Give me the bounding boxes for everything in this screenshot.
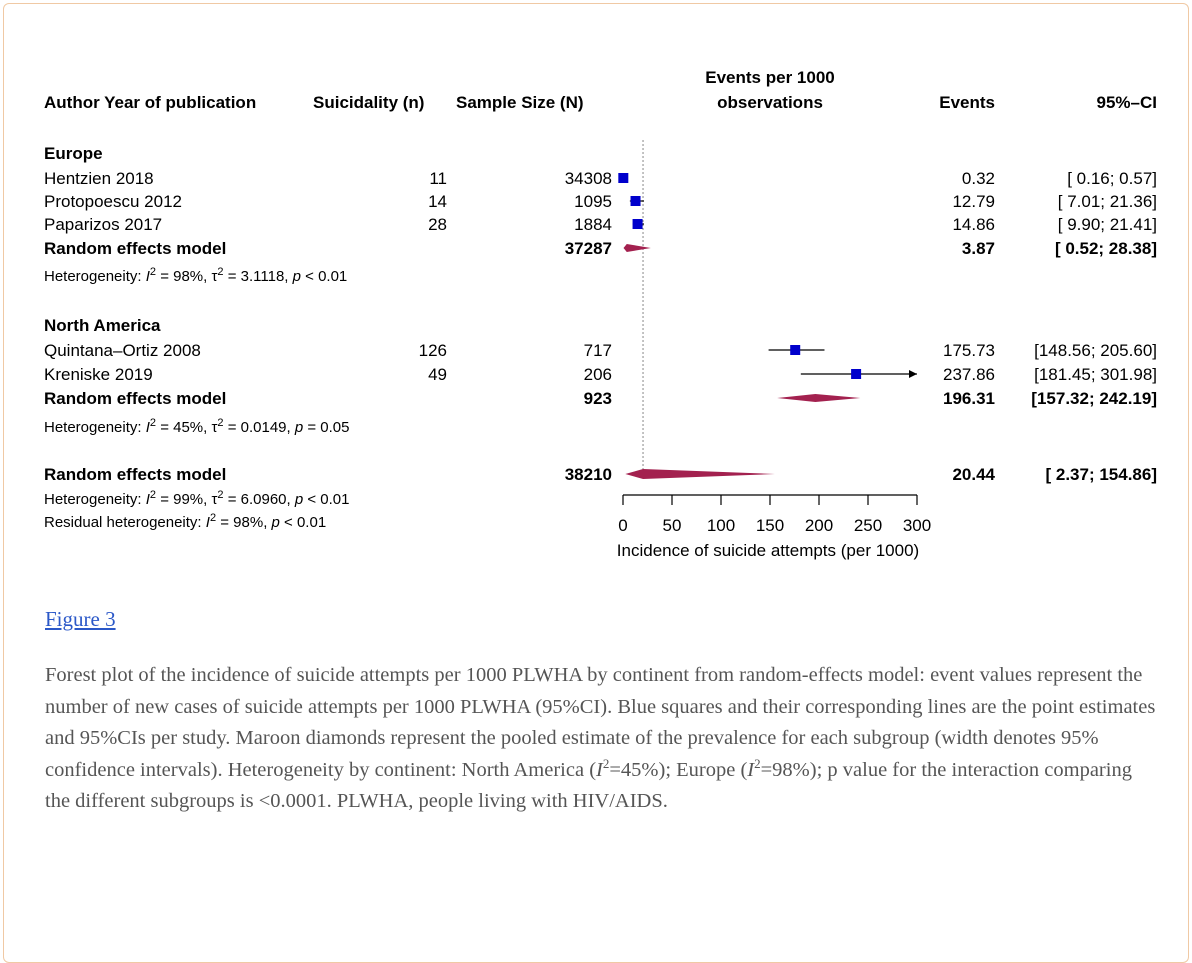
header-suicidality: Suicidality (n) xyxy=(313,93,424,112)
caption-text-2: =45%); Europe ( xyxy=(609,758,748,781)
caption-sup-1: 2 xyxy=(602,755,610,771)
study-square-0-2 xyxy=(632,219,643,229)
overall-label: Random effects model xyxy=(44,465,226,484)
study-author-0-2: Paparizos 2017 xyxy=(44,215,162,234)
caption-text-1: Forest plot of the incidence of suicide … xyxy=(45,664,1156,781)
study-N-1-0: 717 xyxy=(584,341,612,360)
heterogeneity-0: Heterogeneity: I2 = 98%, τ2 = 3.1118, p … xyxy=(44,266,347,285)
study-ci-1-1: [181.45; 301.98] xyxy=(1034,365,1157,384)
group-title-1: North America xyxy=(44,316,161,335)
study-square-1-1 xyxy=(851,369,862,379)
figure-caption: Forest plot of the incidence of suicide … xyxy=(45,660,1160,818)
header-sample-size: Sample Size (N) xyxy=(456,93,584,112)
study-square-1-0 xyxy=(790,345,801,355)
figure-card xyxy=(3,3,1189,963)
study-N-0-2: 1884 xyxy=(574,215,612,234)
overall-diamond xyxy=(625,469,775,479)
caption-i-letter-1: I xyxy=(596,758,603,781)
x-tick-label-2: 100 xyxy=(707,516,735,535)
heterogeneity-1: Heterogeneity: I2 = 45%, τ2 = 0.0149, p … xyxy=(44,417,350,436)
study-author-0-0: Hentzien 2018 xyxy=(44,169,154,188)
caption-text-3: =98%); p value for the interaction compa… xyxy=(45,758,1132,813)
study-square-0-0 xyxy=(618,173,629,183)
study-ci-0-0: [ 0.16; 0.57] xyxy=(1067,169,1157,188)
overall-N: 38210 xyxy=(565,465,612,484)
model-ci-0: [ 0.52; 28.38] xyxy=(1055,239,1157,258)
x-tick-label-4: 200 xyxy=(805,516,833,535)
study-square-0-1 xyxy=(630,196,641,206)
x-tick-label-0: 0 xyxy=(618,516,627,535)
header-ci: 95%–CI xyxy=(1097,93,1157,112)
ci-arrow-1-1 xyxy=(909,370,917,378)
study-author-1-1: Kreniske 2019 xyxy=(44,365,153,384)
overall-events: 20.44 xyxy=(952,465,995,484)
study-ci-0-1: [ 7.01; 21.36] xyxy=(1058,192,1157,211)
study-n-1-1: 49 xyxy=(428,365,447,384)
header-observations: observations xyxy=(717,93,823,112)
residual-heterogeneity: Residual heterogeneity: I2 = 98%, p < 0.… xyxy=(44,512,326,531)
forest-plot: Author Year of publication Suicidality (n… xyxy=(44,68,1157,560)
model-ci-1: [157.32; 242.19] xyxy=(1031,389,1157,408)
model-N-1: 923 xyxy=(584,389,612,408)
study-N-1-1: 206 xyxy=(584,365,612,384)
model-N-0: 37287 xyxy=(565,239,612,258)
study-author-0-1: Protopoescu 2012 xyxy=(44,192,182,211)
model-events-1: 196.31 xyxy=(943,389,995,408)
x-tick-label-3: 150 xyxy=(756,516,784,535)
header-events-per-1000: Events per 1000 xyxy=(705,68,834,87)
study-events-1-0: 175.73 xyxy=(943,341,995,360)
header-author: Author Year of publication xyxy=(44,93,256,112)
study-n-1-0: 126 xyxy=(419,341,447,360)
group-title-0: Europe xyxy=(44,144,103,163)
study-N-0-1: 1095 xyxy=(574,192,612,211)
x-tick-label-5: 250 xyxy=(854,516,882,535)
study-author-1-0: Quintana–Ortiz 2008 xyxy=(44,341,201,360)
study-n-0-0: 11 xyxy=(429,169,447,188)
study-n-0-1: 14 xyxy=(428,192,447,211)
study-ci-0-2: [ 9.90; 21.41] xyxy=(1058,215,1157,234)
caption-i-letter-2: I xyxy=(747,758,755,781)
figure-link[interactable]: Figure 3 xyxy=(45,607,116,631)
study-events-0-2: 14.86 xyxy=(952,215,995,234)
model-events-0: 3.87 xyxy=(962,239,995,258)
model-diamond-0 xyxy=(623,244,651,252)
study-events-1-1: 237.86 xyxy=(943,365,995,384)
x-tick-label-1: 50 xyxy=(663,516,682,535)
study-ci-1-0: [148.56; 205.60] xyxy=(1034,341,1157,360)
model-label-1: Random effects model xyxy=(44,389,226,408)
study-N-0-0: 34308 xyxy=(565,169,612,188)
caption-sup-2: 2 xyxy=(754,755,761,771)
model-diamond-1 xyxy=(777,394,861,402)
overall-heterogeneity: Heterogeneity: I2 = 99%, τ2 = 6.0960, p … xyxy=(44,489,350,508)
x-tick-label-6: 300 xyxy=(903,516,931,535)
overall-ci: [ 2.37; 154.86] xyxy=(1045,465,1157,484)
study-n-0-2: 28 xyxy=(428,215,447,234)
study-events-0-1: 12.79 xyxy=(952,192,995,211)
header-events: Events xyxy=(939,93,995,112)
x-axis-label: Incidence of suicide attempts (per 1000) xyxy=(617,541,919,560)
model-label-0: Random effects model xyxy=(44,239,226,258)
study-events-0-0: 0.32 xyxy=(962,169,995,188)
